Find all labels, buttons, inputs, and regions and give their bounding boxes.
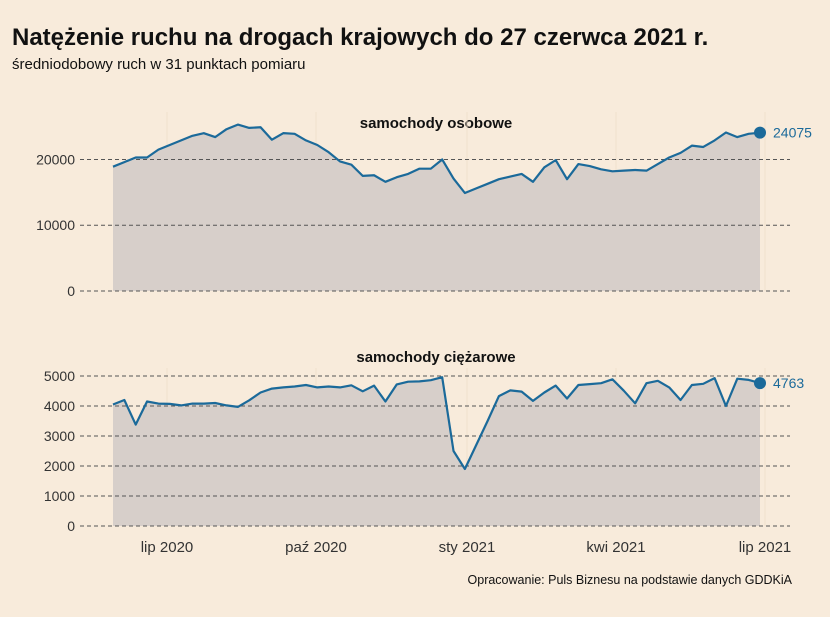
panel-title-passenger-cars: samochody osobowe	[360, 115, 513, 132]
end-point	[754, 377, 766, 390]
chart-subtitle: średniodobowy ruch w 31 punktach pomiaru	[12, 56, 306, 73]
end-value-label: 4763	[773, 375, 804, 391]
x-tick-label: kwi 2021	[586, 539, 645, 556]
x-tick-label: lip 2020	[141, 539, 194, 556]
x-tick-label: sty 2021	[439, 539, 496, 556]
panel-trucks: samochody ciężarowe 0 1000 2000 3000 4000 500…	[44, 349, 805, 534]
y-tick-label: 5000	[44, 368, 75, 384]
y-tick-label: 20000	[36, 151, 75, 167]
y-tick-label: 2000	[44, 458, 75, 474]
panel-passenger-cars: samochody osobowe 0 10000 20000 24075	[36, 112, 812, 299]
y-tick-label: 0	[67, 283, 75, 299]
y-tick-label: 1000	[44, 488, 75, 504]
chart-title: Natężenie ruchu na drogach krajowych do …	[12, 24, 709, 51]
series-line	[112, 376, 761, 471]
y-tick-label: 3000	[44, 428, 75, 444]
source-note: Opracowanie: Puls Biznesu na podstawie d…	[467, 573, 792, 587]
panel-title-trucks: samochody ciężarowe	[356, 349, 515, 366]
y-tick-label: 0	[67, 518, 75, 534]
series-line	[112, 123, 761, 195]
x-tick-label: lip 2021	[739, 539, 792, 556]
y-tick-label: 10000	[36, 217, 75, 233]
end-value-label: 24075	[773, 125, 812, 141]
y-tick-label: 4000	[44, 398, 75, 414]
series-area	[113, 377, 760, 526]
x-tick-label: paź 2020	[285, 539, 347, 556]
end-point	[754, 126, 766, 139]
series-area	[113, 124, 760, 291]
x-axis: lip 2020 paź 2020 sty 2021 kwi 2021 lip 2021	[141, 539, 792, 556]
